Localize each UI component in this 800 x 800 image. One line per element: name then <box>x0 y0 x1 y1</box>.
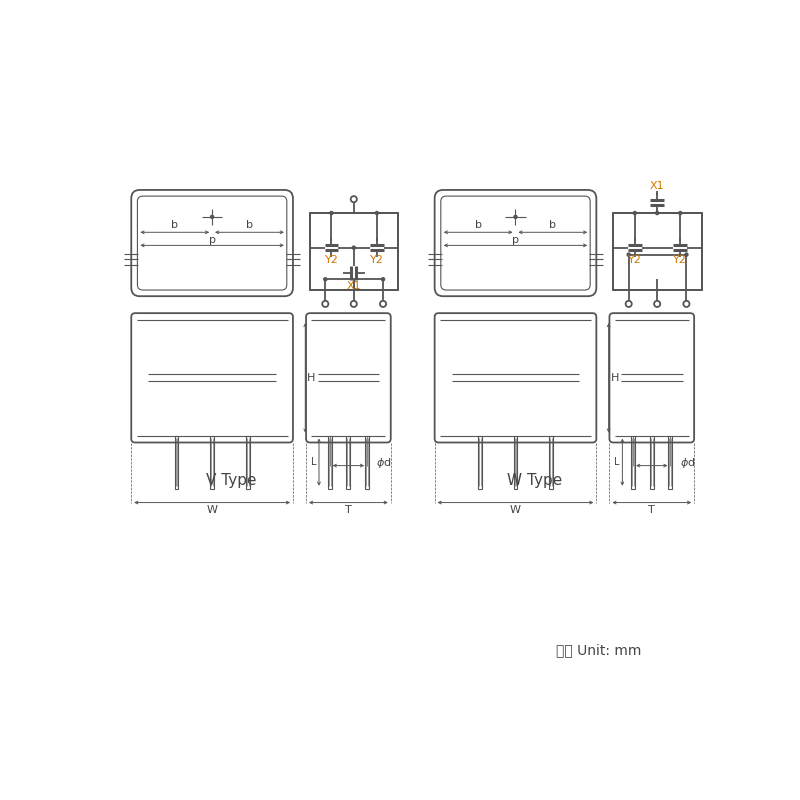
Text: V Type: V Type <box>206 474 257 489</box>
Circle shape <box>634 211 636 214</box>
Bar <box>365 435 369 489</box>
Circle shape <box>514 215 517 218</box>
Bar <box>346 435 350 489</box>
Text: T: T <box>649 506 655 515</box>
Circle shape <box>627 253 630 256</box>
Text: $\phi$d: $\phi$d <box>680 455 695 470</box>
Bar <box>478 435 482 489</box>
Circle shape <box>210 215 214 218</box>
Text: X1: X1 <box>650 181 665 191</box>
Circle shape <box>352 246 355 250</box>
Circle shape <box>678 211 682 214</box>
Text: X1: X1 <box>346 281 361 291</box>
Text: b: b <box>246 220 253 230</box>
Text: L: L <box>614 457 620 467</box>
Text: W: W <box>510 506 521 515</box>
Text: W: W <box>206 506 218 515</box>
Bar <box>310 213 398 290</box>
Text: p: p <box>512 235 519 245</box>
Circle shape <box>324 278 327 281</box>
Bar <box>246 435 250 489</box>
Bar <box>631 435 635 489</box>
Bar <box>210 435 214 489</box>
Text: Y2: Y2 <box>628 255 642 265</box>
Bar <box>614 213 702 290</box>
Bar <box>549 435 553 489</box>
Text: W Type: W Type <box>507 474 562 489</box>
Bar <box>514 435 518 489</box>
Text: Y2: Y2 <box>370 255 384 265</box>
Text: $\phi$d: $\phi$d <box>376 455 392 470</box>
Text: b: b <box>550 220 556 230</box>
Text: T: T <box>345 506 352 515</box>
Text: H: H <box>610 373 619 383</box>
Bar <box>328 435 332 489</box>
Text: p: p <box>209 235 216 245</box>
Text: b: b <box>171 220 178 230</box>
Circle shape <box>375 211 378 214</box>
Text: H: H <box>307 373 316 383</box>
Circle shape <box>330 211 333 214</box>
Text: 单位 Unit: mm: 单位 Unit: mm <box>556 643 641 658</box>
Bar <box>174 435 178 489</box>
Bar <box>650 435 654 489</box>
Circle shape <box>382 278 385 281</box>
Text: b: b <box>474 220 482 230</box>
Text: Y2: Y2 <box>674 255 687 265</box>
Circle shape <box>685 253 688 256</box>
Text: Y2: Y2 <box>325 255 338 265</box>
Circle shape <box>656 211 658 214</box>
Bar <box>669 435 672 489</box>
Text: L: L <box>311 457 316 467</box>
